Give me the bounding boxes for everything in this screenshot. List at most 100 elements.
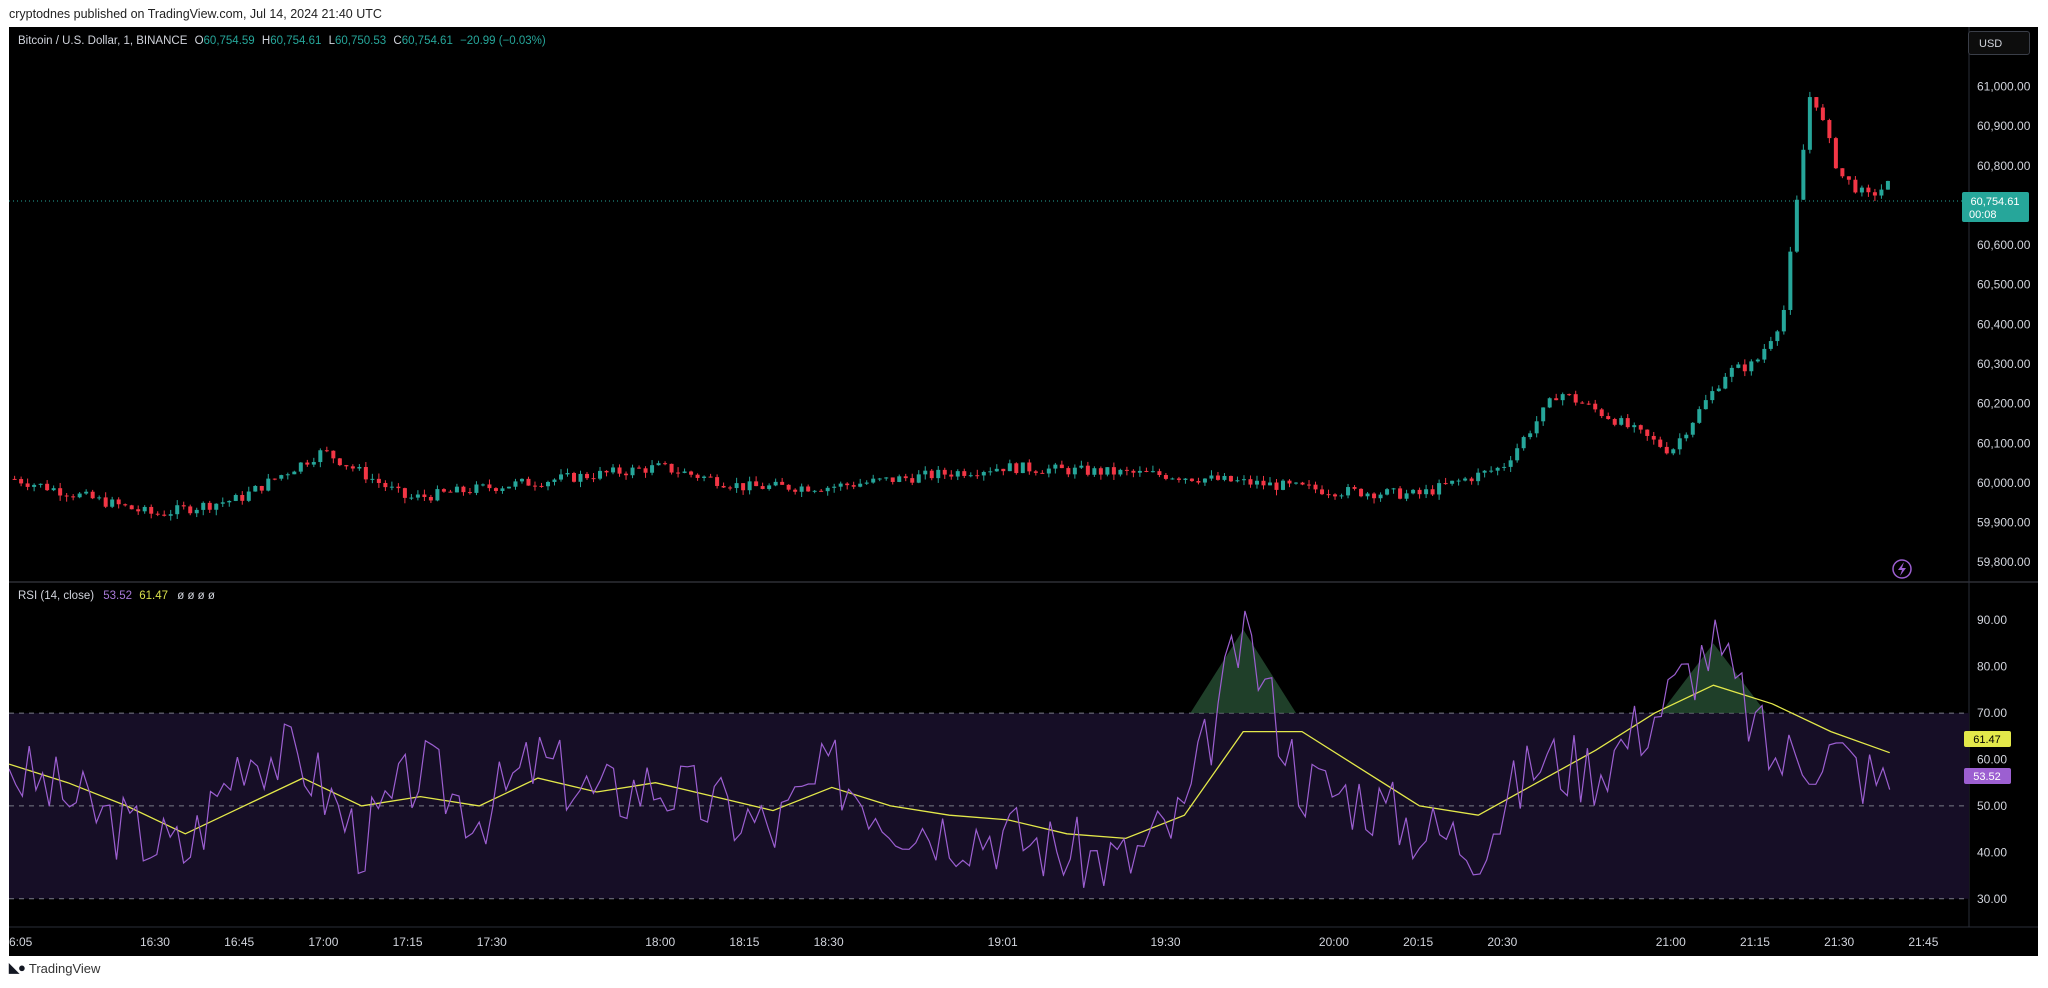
candle-body	[1625, 418, 1630, 428]
rsi-ma-value: 61.47	[139, 590, 169, 602]
candle-body	[493, 488, 498, 491]
candle-body	[1346, 487, 1351, 496]
candle-body	[1098, 468, 1103, 475]
price-tick-label: 60,200.00	[1977, 397, 2031, 411]
symbol-label: Bitcoin / U.S. Dollar, 1, BINANCE	[18, 35, 188, 47]
candle-body	[1723, 376, 1728, 389]
chart-svg[interactable]: 61,100.0061,000.0060,900.0060,800.0060,6…	[9, 27, 2038, 956]
candle-body	[1261, 480, 1266, 486]
candle-body	[838, 483, 843, 487]
candle-body	[1833, 138, 1838, 169]
candle-body	[1294, 482, 1299, 484]
candle-body	[389, 486, 394, 488]
candle-body	[604, 470, 609, 473]
candle-body	[441, 489, 446, 492]
candle-body	[981, 471, 986, 476]
candle-body	[1111, 467, 1116, 475]
candle-body	[428, 496, 433, 501]
rsi-label: RSI (14, close)	[18, 590, 95, 602]
candle-body	[1528, 433, 1533, 438]
candle-body	[324, 450, 329, 452]
rsi-tick-label: 30.00	[1977, 892, 2007, 906]
candle-body	[474, 484, 479, 493]
candle-body	[272, 478, 277, 480]
candle-body	[1398, 488, 1403, 499]
candle-body	[207, 502, 212, 510]
candle-body	[279, 475, 284, 479]
time-axis[interactable]: 6:05 16:30 16:45 17:00 17:15 17:30 18:00 18:15 1…	[9, 935, 1939, 949]
rsi-tick-label: 40.00	[1977, 845, 2007, 859]
candle-body	[1495, 467, 1500, 471]
candle-body	[194, 509, 199, 514]
candle-body	[1521, 437, 1526, 449]
candle-body	[513, 481, 518, 487]
price-tick-label: 59,800.00	[1977, 555, 2031, 569]
candle-body	[480, 484, 485, 486]
low-value: 60,750.53	[335, 35, 387, 47]
candle-body	[630, 467, 635, 476]
candle-body	[1710, 391, 1715, 401]
candle-body	[1638, 425, 1643, 430]
high-label: H	[261, 35, 271, 47]
candle-body	[402, 488, 407, 498]
candle-body	[1072, 467, 1077, 475]
candle-body	[1788, 251, 1793, 310]
candle-body	[1248, 479, 1253, 485]
time-tick-label: 17:00	[308, 935, 338, 949]
candle-body	[1046, 468, 1051, 474]
candle-body	[734, 483, 739, 489]
candle-body	[1573, 394, 1578, 403]
currency-button[interactable]: USD	[1968, 31, 2030, 55]
chart-legend[interactable]: Bitcoin / U.S. Dollar, 1, BINANCE O60,75…	[18, 35, 546, 47]
candle-body	[1807, 97, 1812, 150]
price-axis[interactable]: 61,100.0061,000.0060,900.0060,800.0060,6…	[1977, 40, 2031, 569]
candle-body	[1222, 475, 1227, 480]
candle-body	[1703, 400, 1708, 410]
open-value: 60,754.59	[203, 35, 255, 47]
candle-body	[1267, 482, 1272, 486]
candle-body	[1241, 479, 1246, 481]
candle-body	[1385, 489, 1390, 495]
candle-body	[656, 463, 661, 466]
candle-body	[136, 509, 141, 512]
candle-body	[1671, 449, 1676, 454]
candle-body	[311, 462, 316, 465]
candle-body	[1391, 488, 1396, 490]
candle-body	[259, 485, 264, 491]
candle-body	[747, 481, 752, 491]
price-tick-label: 60,000.00	[1977, 476, 2031, 490]
candle-body	[916, 474, 921, 483]
candle-body	[181, 505, 186, 507]
price-tick-label: 60,600.00	[1977, 238, 2031, 252]
candle-body	[1749, 361, 1754, 372]
lightning-icon[interactable]	[1892, 559, 1912, 579]
candle-body	[1593, 403, 1598, 410]
candle-body	[903, 476, 908, 479]
candle-body	[422, 494, 427, 497]
candle-body	[1515, 448, 1520, 461]
candle-body	[435, 489, 440, 501]
candle-body	[929, 470, 934, 479]
candle-body	[220, 502, 225, 504]
candle-body	[1476, 472, 1481, 482]
candle-body	[1417, 489, 1422, 495]
candle-body	[1814, 97, 1819, 108]
price-tick-label: 61,000.00	[1977, 79, 2031, 93]
candle-body	[786, 484, 791, 490]
rsi-tick-label: 70.00	[1977, 706, 2007, 720]
candle-body	[1352, 487, 1357, 489]
candle-body	[799, 486, 804, 492]
candle-body	[728, 487, 733, 489]
candle-body	[806, 486, 811, 492]
candle-body	[1170, 478, 1175, 480]
price-tick-label: 60,300.00	[1977, 357, 2031, 371]
candle-body	[1411, 489, 1416, 494]
price-tick-label: 60,500.00	[1977, 278, 2031, 292]
candle-body	[168, 514, 173, 516]
candle-body	[702, 476, 707, 478]
candle-body	[1163, 475, 1168, 479]
rsi-overbought-fill	[1190, 629, 1767, 714]
rsi-axis[interactable]: 90.00 80.00 70.00 60.00 50.00 40.00 30.00	[1977, 613, 2007, 906]
candle-body	[175, 505, 180, 515]
rsi-legend[interactable]: RSI (14, close) 53.52 61.47 ø ø ø ø	[18, 590, 215, 602]
